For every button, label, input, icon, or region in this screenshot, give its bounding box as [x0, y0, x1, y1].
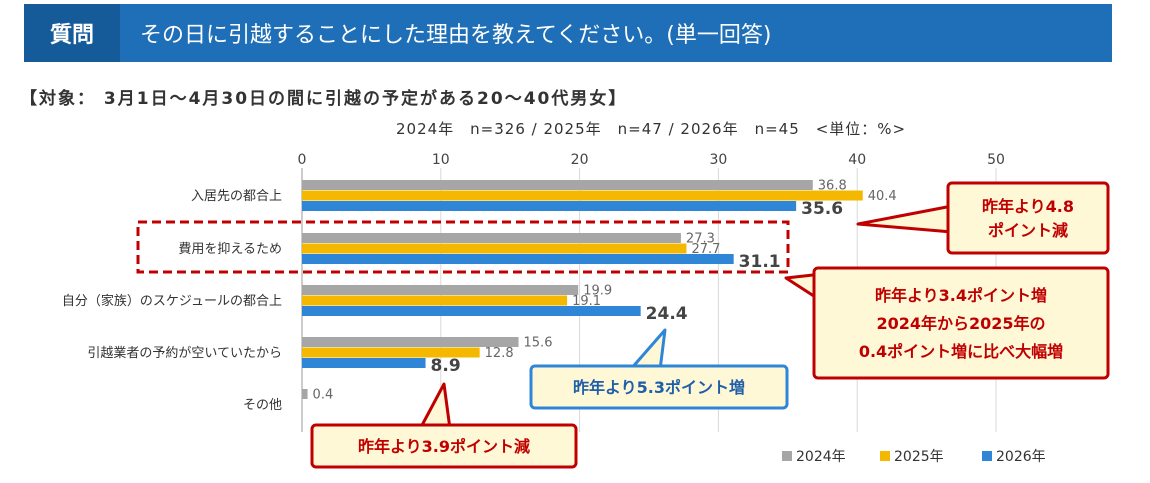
bar — [302, 347, 480, 358]
bar — [302, 285, 579, 295]
bar — [302, 254, 734, 264]
data-label: 15.6 — [524, 336, 553, 351]
bar — [302, 190, 863, 201]
x-tick-label: 40 — [848, 152, 866, 168]
question-text: その日に引越することにした理由を教えてください。(単一回答) — [140, 23, 772, 48]
callout-cost-increase-text: 昨年より3.4ポイント増 — [875, 286, 1047, 305]
category-label: 入居先の都合上 — [191, 189, 282, 204]
data-label: 27.3 — [686, 232, 715, 247]
bar — [302, 233, 681, 243]
bar — [302, 306, 641, 316]
data-label: 27.7 — [691, 242, 720, 257]
callout-2026-drop-tail — [856, 204, 954, 234]
category-label: 引越業者の予約が空いていたから — [87, 345, 282, 361]
x-tick-label: 20 — [571, 152, 589, 168]
callout-schedule-increase-tail — [628, 328, 667, 372]
data-label: 8.9 — [431, 356, 461, 376]
callout-2026-drop-text: 昨年より4.8 — [982, 197, 1074, 216]
callout-mover-decrease-tail — [418, 382, 452, 431]
callout-2026-drop-box — [946, 181, 1110, 255]
highlight-box — [136, 220, 790, 274]
bar — [302, 358, 426, 368]
callout-mover-decrease-text: 昨年より3.9ポイント減 — [358, 437, 530, 456]
data-label: 24.4 — [646, 304, 688, 324]
data-label: 0.4 — [313, 388, 334, 403]
data-label: 36.8 — [818, 179, 847, 194]
data-label: 19.9 — [583, 284, 612, 299]
callout-schedule-increase-text: 昨年より5.3ポイント増 — [573, 378, 745, 397]
category-label: 自分（家族）のスケジュールの都合上 — [62, 293, 282, 309]
legend-label: 2025年 — [894, 449, 944, 465]
category-label: その他 — [243, 398, 282, 413]
legend-swatch — [782, 451, 792, 461]
category-label: 費用を抑えるため — [178, 242, 282, 257]
legend-swatch — [880, 451, 890, 461]
x-tick-label: 10 — [432, 152, 450, 168]
callout-cost-increase-text: 2024年から2025年の — [876, 314, 1045, 333]
question-header: 質問 その日に引越することにした理由を教えてください。(単一回答) — [24, 4, 1112, 62]
data-label: 12.8 — [485, 346, 514, 361]
callout-cost-increase-text: 0.4ポイント増に比べ大幅増 — [859, 342, 1063, 361]
data-label: 19.1 — [572, 294, 601, 309]
bar — [302, 295, 568, 306]
bar — [302, 201, 797, 211]
legend-label: 2024年 — [796, 449, 846, 465]
data-label: 40.4 — [868, 189, 897, 204]
callout-schedule-increase-box — [529, 364, 789, 410]
bar — [302, 389, 308, 399]
x-tick-label: 30 — [709, 152, 727, 168]
bar — [302, 337, 519, 347]
bar — [302, 243, 687, 254]
callout-mover-decrease-box — [310, 423, 578, 469]
data-label: 35.6 — [801, 199, 843, 219]
x-tick-label: 50 — [987, 152, 1005, 168]
data-label: 31.1 — [739, 252, 781, 272]
legend-label: 2026年 — [996, 449, 1046, 465]
question-label: 質問 — [24, 4, 120, 62]
survey-subject: 【対象： 3月1日～4月30日の間に引越の予定がある20～40代男女】 — [20, 89, 628, 109]
legend-swatch — [982, 451, 992, 461]
x-tick-label: 0 — [298, 152, 307, 168]
callout-2026-drop-text: ポイント減 — [988, 221, 1068, 240]
sample-size-note: 2024年 n=326 / 2025年 n=47 / 2026年 n=45 <単… — [396, 120, 907, 138]
bar — [302, 180, 813, 190]
callout-cost-increase-box — [812, 266, 1110, 380]
